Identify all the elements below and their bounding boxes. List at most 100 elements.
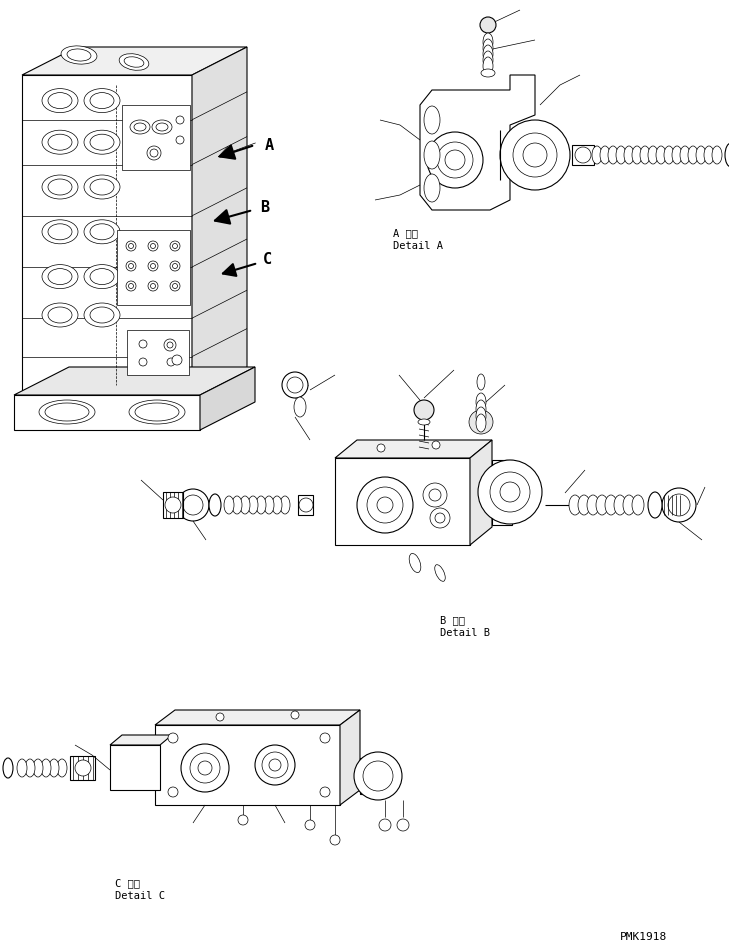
Circle shape <box>150 149 158 157</box>
Circle shape <box>173 243 177 249</box>
Circle shape <box>299 498 313 512</box>
Circle shape <box>377 444 385 452</box>
Ellipse shape <box>3 758 13 778</box>
Ellipse shape <box>84 303 120 327</box>
Text: B 詳細: B 詳細 <box>440 615 465 625</box>
Circle shape <box>320 733 330 743</box>
Circle shape <box>173 283 177 289</box>
Polygon shape <box>335 440 492 458</box>
Ellipse shape <box>477 374 485 390</box>
Circle shape <box>181 744 229 792</box>
Ellipse shape <box>424 141 440 169</box>
Ellipse shape <box>84 175 120 199</box>
Circle shape <box>363 761 393 791</box>
Ellipse shape <box>84 219 120 244</box>
Circle shape <box>176 116 184 124</box>
Ellipse shape <box>48 224 72 239</box>
Bar <box>515 130 540 180</box>
Ellipse shape <box>476 393 486 411</box>
Ellipse shape <box>90 269 114 285</box>
Circle shape <box>414 400 434 420</box>
Circle shape <box>354 752 402 800</box>
Ellipse shape <box>294 397 306 417</box>
Text: C: C <box>263 253 272 268</box>
Circle shape <box>190 753 220 783</box>
Circle shape <box>430 508 450 528</box>
Ellipse shape <box>33 759 43 777</box>
Text: A: A <box>265 138 274 153</box>
Circle shape <box>148 261 158 271</box>
Ellipse shape <box>712 146 722 164</box>
Ellipse shape <box>42 130 78 154</box>
Ellipse shape <box>632 495 644 515</box>
Ellipse shape <box>256 496 266 514</box>
Circle shape <box>330 835 340 845</box>
Text: C 詳細: C 詳細 <box>115 878 140 888</box>
Circle shape <box>320 787 330 797</box>
Ellipse shape <box>476 407 486 425</box>
Ellipse shape <box>61 46 97 64</box>
Ellipse shape <box>569 495 581 515</box>
Ellipse shape <box>224 496 234 514</box>
Circle shape <box>432 441 440 449</box>
Ellipse shape <box>48 134 72 150</box>
Ellipse shape <box>135 403 179 421</box>
Ellipse shape <box>704 146 714 164</box>
Ellipse shape <box>48 269 72 285</box>
Bar <box>117 230 190 305</box>
Circle shape <box>480 17 496 33</box>
Circle shape <box>523 143 547 167</box>
Polygon shape <box>22 47 247 75</box>
Polygon shape <box>110 745 160 790</box>
Circle shape <box>662 488 696 522</box>
Circle shape <box>172 355 182 365</box>
Text: A 詳細: A 詳細 <box>393 228 418 238</box>
Ellipse shape <box>483 57 493 75</box>
Circle shape <box>139 358 147 366</box>
Circle shape <box>128 283 133 289</box>
Circle shape <box>128 243 133 249</box>
Circle shape <box>478 460 542 524</box>
Circle shape <box>126 261 136 271</box>
Ellipse shape <box>67 49 91 61</box>
Ellipse shape <box>232 496 242 514</box>
Ellipse shape <box>608 146 618 164</box>
Circle shape <box>168 733 178 743</box>
Circle shape <box>216 713 224 721</box>
Ellipse shape <box>156 123 168 131</box>
Ellipse shape <box>129 400 185 424</box>
Circle shape <box>150 283 155 289</box>
Ellipse shape <box>587 495 599 515</box>
Circle shape <box>183 495 203 515</box>
Ellipse shape <box>240 496 250 514</box>
Circle shape <box>469 410 493 434</box>
Circle shape <box>168 787 178 797</box>
Ellipse shape <box>152 120 172 134</box>
Circle shape <box>287 377 303 393</box>
Circle shape <box>305 820 315 830</box>
Circle shape <box>357 477 413 533</box>
Bar <box>360 758 378 794</box>
Ellipse shape <box>90 307 114 323</box>
Circle shape <box>176 136 184 144</box>
Circle shape <box>139 340 147 348</box>
Circle shape <box>177 489 209 521</box>
Circle shape <box>167 340 175 348</box>
Polygon shape <box>420 75 535 210</box>
Circle shape <box>147 146 161 160</box>
Circle shape <box>164 339 176 351</box>
Ellipse shape <box>600 146 610 164</box>
Circle shape <box>255 745 295 785</box>
Ellipse shape <box>45 403 89 421</box>
Ellipse shape <box>688 146 698 164</box>
Bar <box>492 460 512 525</box>
Text: B: B <box>260 200 269 216</box>
Ellipse shape <box>725 143 729 167</box>
Circle shape <box>291 711 299 719</box>
Circle shape <box>575 147 591 163</box>
Ellipse shape <box>119 54 149 70</box>
Ellipse shape <box>39 400 95 424</box>
Circle shape <box>128 263 133 269</box>
Bar <box>163 492 183 518</box>
Ellipse shape <box>25 759 35 777</box>
